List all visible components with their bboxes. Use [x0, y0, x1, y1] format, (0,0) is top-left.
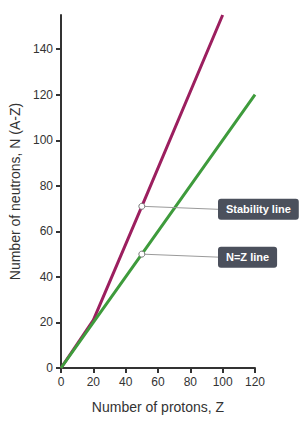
svg-text:20: 20	[87, 375, 101, 389]
svg-text:80: 80	[40, 179, 54, 193]
svg-text:0: 0	[58, 375, 65, 389]
svg-text:0: 0	[46, 361, 53, 375]
svg-text:40: 40	[119, 375, 133, 389]
svg-text:Number of neutrons, N (A-Z): Number of neutrons, N (A-Z)	[7, 103, 23, 280]
svg-text:140: 140	[33, 42, 53, 56]
svg-text:60: 60	[151, 375, 165, 389]
svg-text:60: 60	[40, 224, 54, 238]
svg-text:80: 80	[184, 375, 198, 389]
svg-text:100: 100	[33, 133, 53, 147]
svg-text:Stability line: Stability line	[226, 203, 291, 215]
svg-text:120: 120	[245, 375, 265, 389]
svg-text:120: 120	[33, 88, 53, 102]
svg-text:N=Z line: N=Z line	[226, 251, 269, 263]
svg-text:40: 40	[40, 270, 54, 284]
svg-text:Number of protons, Z: Number of protons, Z	[92, 399, 225, 415]
svg-text:100: 100	[213, 375, 233, 389]
svg-text:20: 20	[40, 315, 54, 329]
